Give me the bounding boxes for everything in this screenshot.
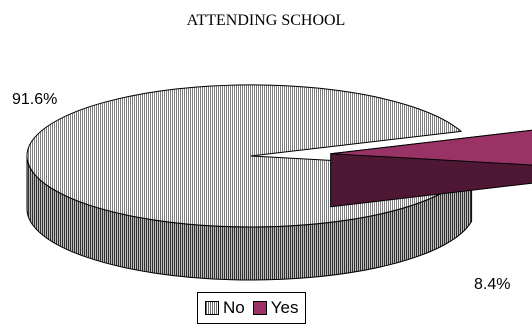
legend-item-no: No [205, 298, 245, 318]
legend-swatch-no [205, 301, 219, 315]
legend: No Yes [197, 292, 307, 324]
legend-label-yes: Yes [270, 298, 299, 317]
slice-yes [330, 129, 532, 166]
legend-item-yes: Yes [252, 298, 299, 318]
legend-label-no: No [223, 298, 245, 317]
chart-title: ATTENDING SCHOOL [186, 12, 346, 29]
legend-swatch-yes [252, 301, 267, 315]
slice-label-no: 91.6% [12, 91, 57, 108]
slice-label-yes: 8.4% [474, 276, 510, 293]
